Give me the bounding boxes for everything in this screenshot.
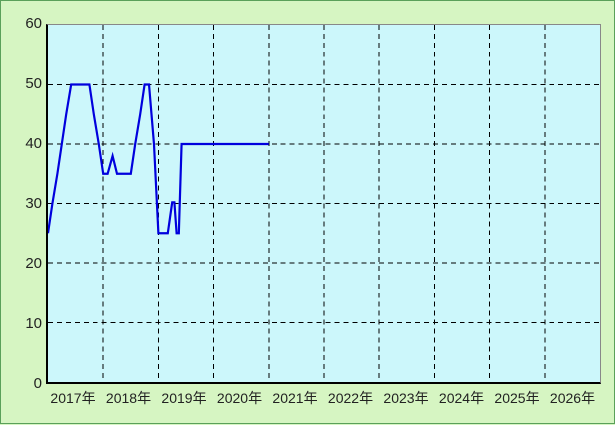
x-tick-label: 2017年: [50, 390, 96, 406]
x-tick-label: 2022年: [327, 390, 374, 406]
x-tick-label: 2019年: [161, 390, 207, 406]
x-axis: 2017年 2018年 2019年 2020年 2021年 2022年 2023年 2024年…: [46, 391, 601, 417]
y-tick-label: 50: [25, 75, 42, 92]
x-tick-label: 2026年: [549, 390, 596, 406]
x-tick-label: 2018年: [105, 390, 152, 406]
x-tick-label: 2025年: [494, 390, 540, 406]
data-series-line: [48, 83, 269, 235]
x-tick-label: 2021年: [272, 390, 318, 406]
y-tick-label: 60: [25, 15, 42, 32]
y-axis: 0 10 20 30 40 50 60: [1, 1, 42, 425]
y-tick-label: 10: [25, 315, 42, 332]
y-tick-label: 30: [25, 195, 42, 212]
x-tick-label: 2023年: [383, 390, 429, 406]
x-tick-label: 2020年: [216, 390, 263, 406]
series-polyline: [48, 83, 269, 235]
y-tick-label: 20: [25, 255, 42, 272]
grid-lines: [48, 25, 600, 382]
y-tick-label: 0: [33, 375, 42, 392]
y-tick-label: 40: [25, 135, 42, 152]
plot-area: [46, 24, 601, 384]
x-tick-label: 2024年: [438, 390, 485, 406]
